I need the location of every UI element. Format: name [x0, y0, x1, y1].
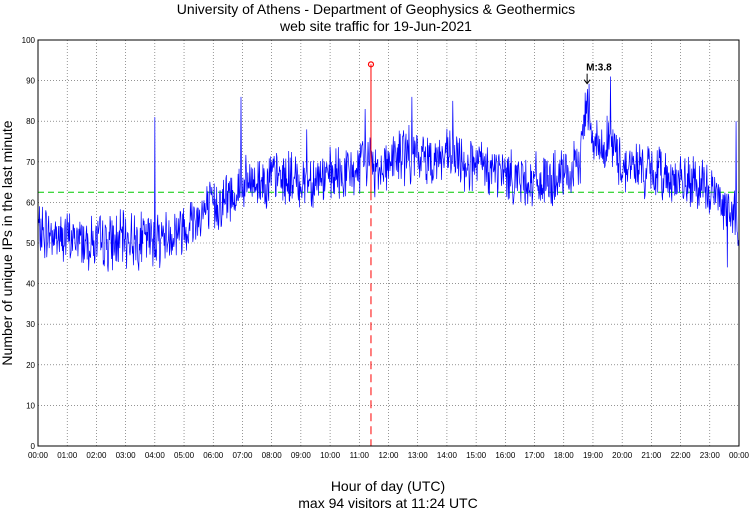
y-tick-label: 70: [26, 158, 35, 167]
x-tick-label: 23:00: [700, 451, 721, 460]
plot-frame: [37, 39, 740, 447]
x-tick-label: 18:00: [554, 451, 575, 460]
x-tick-label: 08:00: [262, 451, 283, 460]
x-tick-label: 05:00: [174, 451, 195, 460]
x-tick-label: 21:00: [641, 451, 662, 460]
grid: [37, 39, 740, 447]
x-tick-label: 01:00: [57, 451, 78, 460]
y-tick-label: 50: [26, 239, 35, 248]
x-tick-labels: 00:00 01:00 02:00 03:00 04:00 05:00 06:00 07:00…: [28, 451, 750, 460]
x-tick-label: 10:00: [320, 451, 341, 460]
x-tick-label: 00:00: [729, 451, 750, 460]
x-tick-label: 06:00: [203, 451, 224, 460]
x-tick-label: 19:00: [583, 451, 604, 460]
x-tick-label: 03:00: [116, 451, 137, 460]
traffic-series-line: [37, 76, 740, 272]
y-tick-label: 80: [26, 117, 35, 126]
y-tick-label: 60: [26, 198, 35, 207]
y-tick-labels: 0 10 20 30 40 50 60 70 80 90 100: [22, 36, 36, 451]
series-layer: [37, 76, 740, 272]
annotation-layer: M:3.8: [583, 63, 612, 85]
chart-title: University of Athens - Department of Geo…: [177, 1, 575, 17]
y-tick-label: 40: [26, 280, 35, 289]
x-tick-label: 20:00: [612, 451, 633, 460]
x-tick-label: 14:00: [437, 451, 458, 460]
max-marker-circle: [367, 61, 375, 68]
chart-subtitle: web site traffic for 19-Jun-2021: [279, 18, 472, 34]
x-axis-label: Hour of day (UTC): [331, 478, 445, 494]
y-tick-label: 100: [22, 36, 36, 45]
x-tick-label: 13:00: [408, 451, 429, 460]
x-tick-label: 12:00: [378, 451, 399, 460]
annotation-label: M:3.8: [586, 63, 612, 74]
x-tick-label: 11:00: [350, 451, 370, 460]
x-tick-label: 02:00: [86, 451, 107, 460]
annotation-arrowhead: [583, 79, 591, 85]
x-tick-label: 15:00: [466, 451, 487, 460]
y-tick-label: 10: [26, 401, 35, 410]
x-tick-label: 16:00: [495, 451, 516, 460]
max-marker-layer: [367, 61, 375, 446]
y-tick-label: 20: [26, 361, 35, 370]
x-tick-label: 09:00: [291, 451, 312, 460]
y-tick-label: 0: [31, 442, 36, 451]
x-tick-label: 17:00: [525, 451, 546, 460]
y-tick-label: 90: [26, 77, 35, 86]
x-tick-label: 04:00: [145, 451, 166, 460]
x-tick-label: 00:00: [28, 451, 49, 460]
x-tick-label: 07:00: [232, 451, 253, 460]
y-axis-label: Number of unique IPs in the last minute: [0, 120, 15, 365]
footer-max-visitors: max 94 visitors at 11:24 UTC: [298, 495, 477, 511]
y-tick-label: 30: [26, 320, 35, 329]
x-tick-label: 22:00: [671, 451, 692, 460]
